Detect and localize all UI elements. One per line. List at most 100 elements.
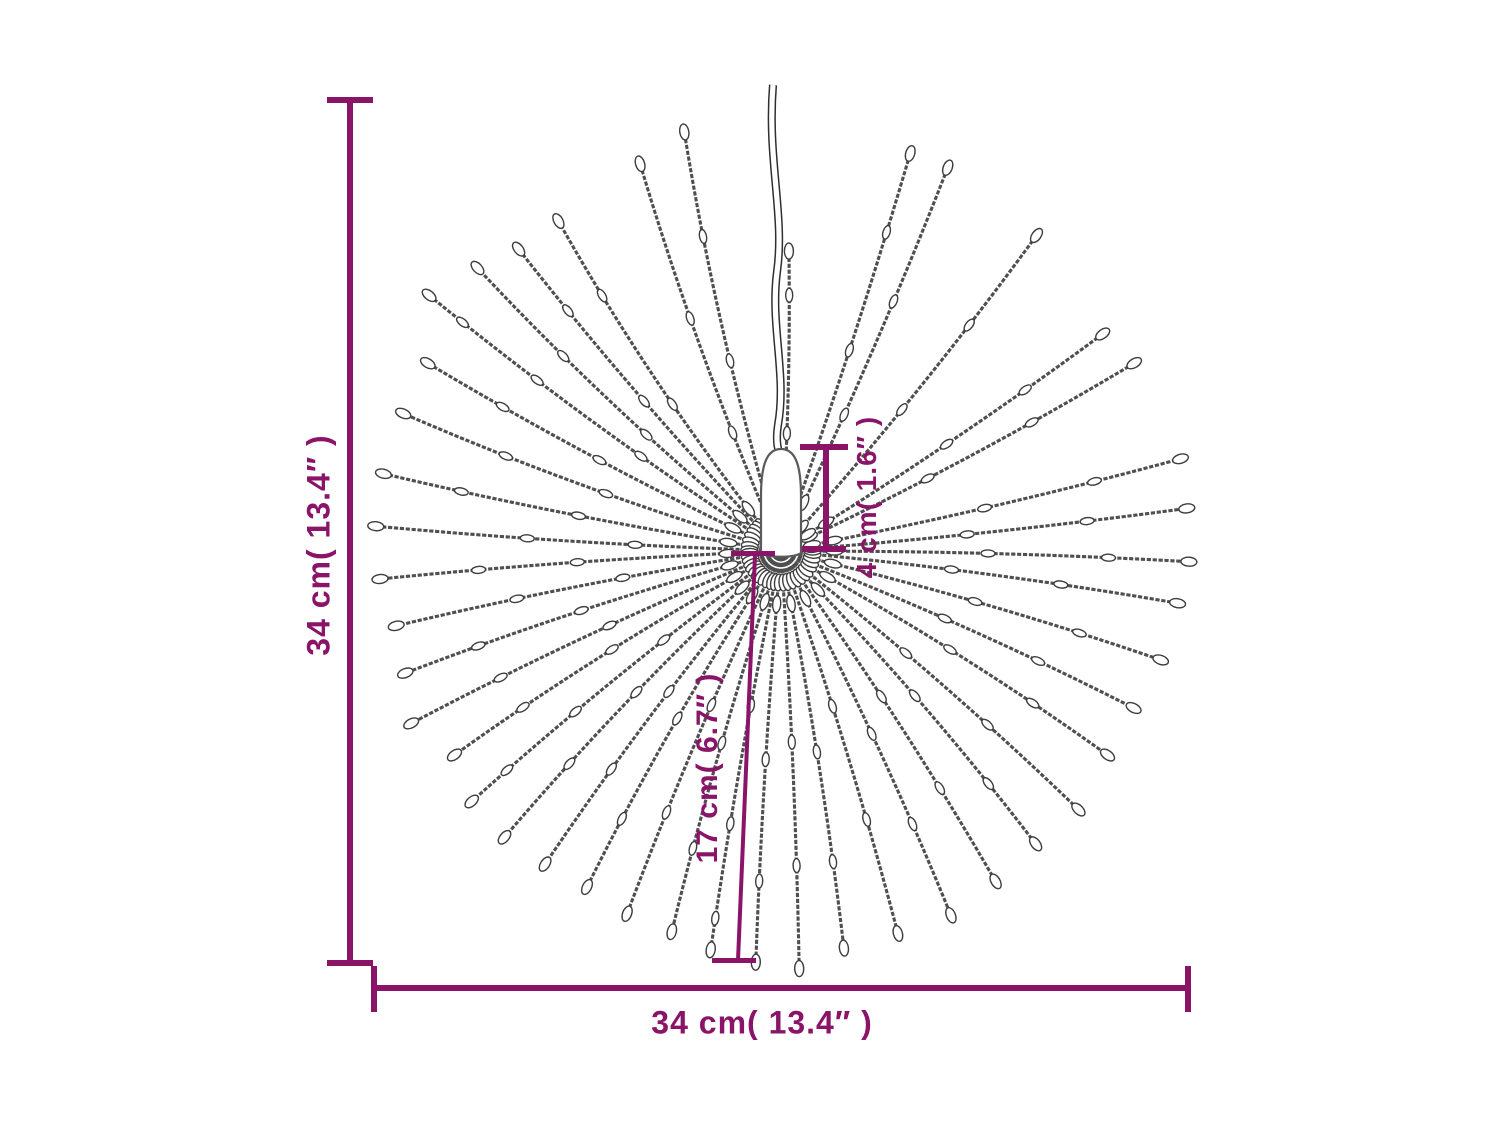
led-bead — [698, 228, 708, 245]
led-bead — [844, 342, 855, 358]
led-bead — [630, 685, 643, 699]
led-bead — [981, 718, 994, 731]
led-bead — [892, 924, 904, 943]
led-bead — [734, 580, 750, 595]
led-bead — [899, 647, 913, 660]
wire-branch — [464, 553, 778, 809]
led-bead — [371, 573, 389, 585]
wire-branch — [778, 556, 805, 978]
led-bead — [1018, 384, 1032, 396]
height-dimension-cap-top — [327, 97, 373, 103]
led-bead — [1100, 553, 1117, 562]
led-bead — [787, 734, 797, 750]
led-bead — [725, 353, 735, 369]
led-bead — [495, 401, 510, 413]
led-bead — [1099, 748, 1116, 762]
led-bead — [605, 762, 618, 776]
led-bead — [446, 748, 463, 762]
wire-branch — [634, 155, 781, 547]
led-bead — [596, 288, 608, 303]
height-dimension-line — [347, 100, 353, 963]
wire-branch — [783, 555, 1002, 890]
led-bead — [552, 212, 565, 230]
led-bead — [827, 698, 838, 714]
led-bead — [685, 310, 695, 326]
led-bead — [934, 781, 946, 796]
led-bead — [568, 705, 583, 718]
led-bead — [497, 829, 512, 845]
led-bead — [661, 805, 672, 820]
led-bead — [1126, 356, 1143, 370]
led-bead — [455, 316, 470, 329]
led-bead — [839, 407, 850, 422]
led-bead — [1171, 453, 1190, 465]
led-bead — [1025, 697, 1040, 709]
led-bead — [726, 570, 743, 584]
led-bead — [678, 123, 690, 141]
led-bead — [1125, 701, 1142, 715]
led-bead — [719, 537, 738, 548]
led-bead — [967, 596, 983, 607]
led-bead — [943, 565, 960, 574]
led-bead — [657, 634, 671, 646]
led-bead — [710, 910, 720, 926]
led-bead — [705, 941, 717, 959]
led-bead — [470, 565, 487, 575]
led-bead — [634, 155, 646, 173]
led-bead — [464, 794, 480, 809]
wire-branch — [367, 520, 776, 555]
wire-branch — [786, 551, 1170, 666]
led-bead — [1028, 836, 1043, 852]
led-bead — [793, 959, 805, 978]
led-bead — [1024, 417, 1039, 428]
led-bead — [470, 260, 485, 276]
led-bead — [937, 613, 952, 624]
led-bead — [602, 620, 617, 631]
led-bead — [615, 573, 631, 583]
led-bead — [977, 503, 993, 513]
led-bead — [828, 853, 838, 870]
wire-branch — [784, 553, 1086, 817]
led-bead — [881, 224, 892, 240]
led-bead — [810, 582, 826, 597]
led-bead — [717, 735, 727, 751]
led-bead — [784, 287, 794, 303]
wire-branch — [394, 407, 776, 551]
led-bead — [725, 816, 735, 832]
led-bead — [754, 873, 764, 889]
led-bead — [419, 356, 436, 370]
width-dimension-line — [374, 985, 1188, 991]
led-bead — [875, 689, 887, 704]
led-bead — [519, 534, 535, 543]
led-bead — [920, 473, 935, 484]
led-bead — [453, 487, 469, 496]
width-dimension-label: 34 cm( 13.4″ ) — [651, 1004, 873, 1041]
led-bead — [638, 394, 650, 408]
led-bead — [1029, 227, 1044, 244]
led-bead — [866, 726, 877, 742]
wire-branch — [470, 260, 778, 549]
led-bead — [939, 438, 954, 450]
led-bead — [562, 304, 574, 318]
led-bead — [1079, 516, 1095, 526]
led-bead — [720, 560, 739, 571]
led-bead — [838, 939, 850, 957]
led-bead — [812, 744, 822, 760]
led-bead — [1030, 655, 1046, 667]
led-bead — [907, 816, 918, 832]
led-bead — [671, 711, 683, 726]
led-bead — [1053, 580, 1069, 589]
led-bead — [580, 878, 594, 896]
wire-branch — [786, 453, 1190, 552]
led-bead — [556, 349, 570, 363]
led-bead — [396, 667, 414, 679]
led-bead — [663, 684, 675, 699]
wire-branch — [374, 468, 776, 552]
led-bead — [862, 812, 872, 827]
led-bead — [387, 620, 405, 632]
led-bead — [592, 454, 607, 466]
wire-branch — [782, 555, 957, 924]
led-bead — [786, 594, 796, 613]
width-dimension-cap-right — [1185, 966, 1191, 1012]
led-bead — [799, 589, 812, 607]
